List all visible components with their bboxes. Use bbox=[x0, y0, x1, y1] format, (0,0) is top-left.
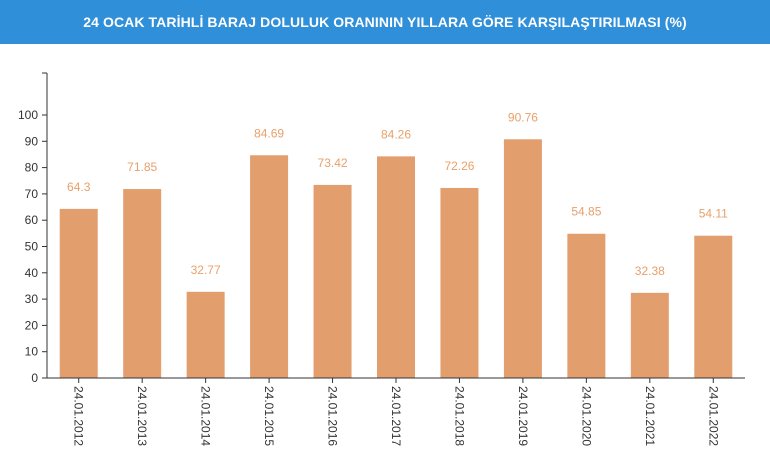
y-tick-label: 20 bbox=[25, 318, 39, 332]
data-label: 84.69 bbox=[254, 126, 284, 140]
bar[interactable] bbox=[250, 155, 289, 378]
data-label: 54.85 bbox=[571, 205, 601, 219]
x-tick-label: 24.01.2016 bbox=[326, 386, 340, 446]
bar[interactable] bbox=[313, 184, 352, 378]
chart-area: 0 10 20 30 40 50 60 70 80 90 100 64.3 71.85 32.77 84.… bbox=[0, 44, 770, 469]
y-axis: 0 10 20 30 40 50 60 70 80 90 100 bbox=[18, 72, 48, 385]
chart-title: 24 OCAK TARİHLİ BARAJ DOLULUK ORANININ Y… bbox=[83, 14, 687, 30]
x-tick-label: 24.01.2014 bbox=[199, 386, 213, 446]
y-tick-label: 60 bbox=[25, 213, 39, 227]
y-tick-label: 100 bbox=[18, 108, 38, 122]
x-tick-label: 24.01.2021 bbox=[643, 386, 657, 446]
bar[interactable] bbox=[123, 189, 162, 378]
x-tick-label: 24.01.2020 bbox=[579, 386, 593, 446]
x-tick-label: 24.01.2013 bbox=[135, 386, 149, 446]
x-tick-label: 24.01.2015 bbox=[262, 386, 276, 446]
bar[interactable] bbox=[59, 208, 98, 378]
chart-title-bar: 24 OCAK TARİHLİ BARAJ DOLULUK ORANININ Y… bbox=[0, 0, 770, 44]
bar[interactable] bbox=[440, 187, 479, 378]
y-tick-label: 80 bbox=[25, 161, 39, 175]
data-label: 90.76 bbox=[508, 110, 538, 124]
x-tick-label: 24.01.2019 bbox=[516, 386, 530, 446]
data-label: 73.42 bbox=[318, 156, 348, 170]
bar[interactable] bbox=[186, 291, 225, 378]
data-label: 54.11 bbox=[699, 207, 728, 221]
y-tick-label: 40 bbox=[25, 266, 39, 280]
x-axis: 24.01.2012 24.01.2013 24.01.2014 24.01.2015… bbox=[47, 377, 745, 446]
bars-group: 64.3 71.85 32.77 84.69 73.42 84.26 72.26 90.76 5… bbox=[59, 110, 733, 378]
bar[interactable] bbox=[377, 156, 415, 378]
data-label: 64.3 bbox=[67, 180, 91, 194]
x-tick-label: 24.01.2018 bbox=[452, 386, 466, 446]
data-label: 72.26 bbox=[444, 159, 474, 173]
bar[interactable] bbox=[503, 139, 542, 378]
bar-chart: 0 10 20 30 40 50 60 70 80 90 100 64.3 71.85 32.77 84.… bbox=[18, 72, 745, 446]
y-tick-label: 10 bbox=[25, 345, 39, 359]
y-tick-label: 70 bbox=[25, 187, 39, 201]
bar[interactable] bbox=[630, 292, 669, 378]
bar[interactable] bbox=[694, 235, 733, 378]
y-tick-label: 90 bbox=[25, 134, 39, 148]
x-tick-label: 24.01.2017 bbox=[389, 386, 403, 446]
y-tick-label: 50 bbox=[25, 240, 39, 254]
x-tick-label: 24.01.2012 bbox=[72, 386, 86, 446]
data-label: 32.77 bbox=[191, 263, 221, 277]
x-tick-label: 24.01.2022 bbox=[706, 386, 720, 446]
bar[interactable] bbox=[567, 233, 606, 378]
data-label: 32.38 bbox=[635, 264, 665, 278]
y-tick-label: 30 bbox=[25, 292, 39, 306]
data-label: 84.26 bbox=[381, 127, 411, 141]
y-tick-label: 0 bbox=[31, 371, 38, 385]
data-label: 71.85 bbox=[127, 160, 157, 174]
